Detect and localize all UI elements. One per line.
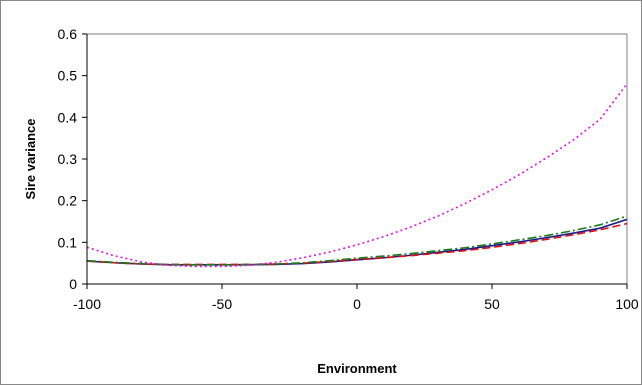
y-ticks: 0 0.1 0.2 0.3 0.4 0.5 0.6 bbox=[58, 26, 87, 292]
y-tick-label: 0.6 bbox=[58, 26, 78, 42]
y-tick-label: 0.5 bbox=[58, 68, 78, 84]
y-axis-title: Sire variance bbox=[23, 119, 38, 200]
y-tick-label: 0.2 bbox=[58, 193, 78, 209]
x-tick-label: -50 bbox=[212, 296, 232, 312]
plot-area bbox=[87, 34, 627, 284]
x-tick-label: 0 bbox=[353, 296, 361, 312]
x-tick-label: -100 bbox=[73, 296, 101, 312]
x-tick-label: 100 bbox=[615, 296, 639, 312]
y-tick-label: 0.4 bbox=[58, 109, 78, 125]
x-axis-title: Environment bbox=[317, 361, 397, 376]
x-ticks: -100 -50 0 50 100 bbox=[73, 284, 639, 312]
y-tick-label: 0.1 bbox=[58, 234, 78, 250]
x-tick-label: 50 bbox=[484, 296, 500, 312]
y-tick-label: 0 bbox=[69, 276, 77, 292]
y-tick-label: 0.3 bbox=[58, 151, 78, 167]
